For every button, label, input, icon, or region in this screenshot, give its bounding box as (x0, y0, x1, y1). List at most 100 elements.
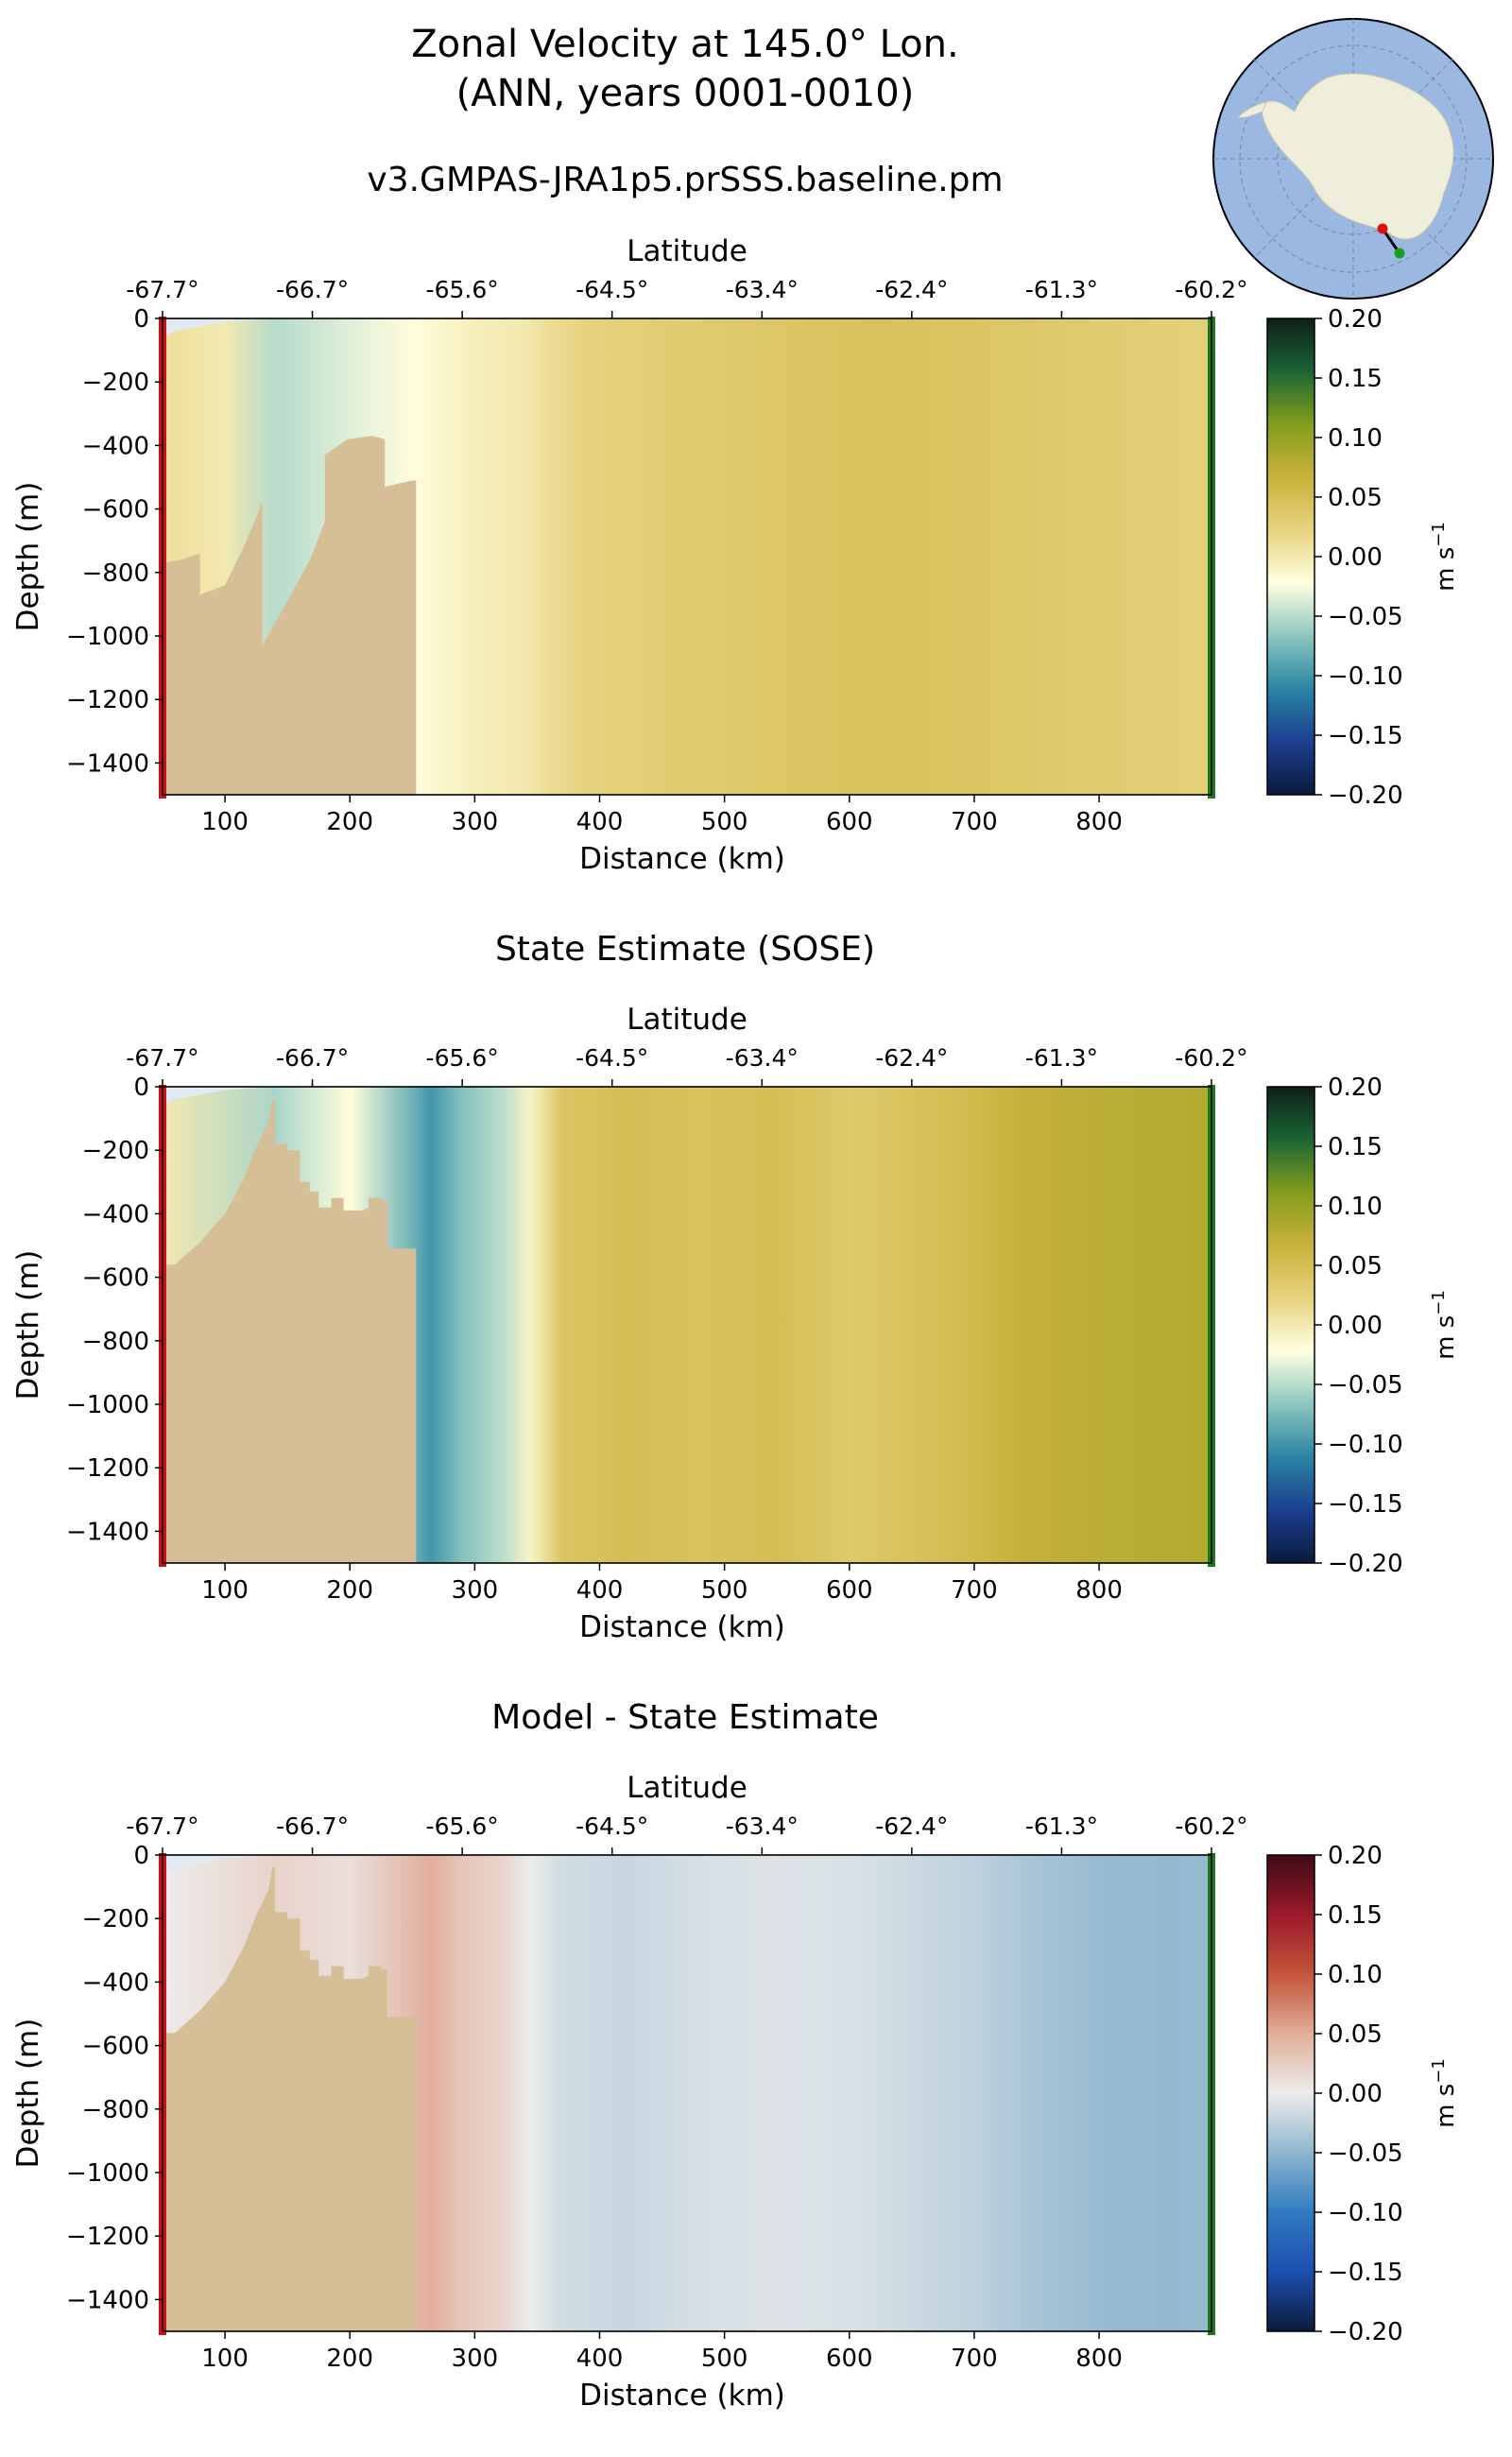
depth-tick-label: −400 (82, 1200, 149, 1228)
depth-axis-label: Depth (m) (11, 2019, 45, 2169)
colorbar-label-exponent: −1 (1429, 1290, 1449, 1315)
colorbar (1266, 1854, 1315, 2332)
latitude-tick-label: -67.7° (126, 1813, 198, 1840)
depth-tick-label: −400 (82, 1968, 149, 1997)
distance-tick-label: 800 (1075, 808, 1123, 836)
latitude-axis-label: Latitude (627, 234, 747, 268)
colorbar-tick-label: 0.05 (1328, 2020, 1383, 2049)
depth-tick-label: −800 (82, 2096, 149, 2124)
latitude-tick-label: -65.6° (426, 276, 499, 303)
latitude-tick-label: -60.2° (1175, 1813, 1247, 1840)
depth-tick-label: −1200 (66, 2223, 149, 2251)
depth-tick-label: −1400 (66, 749, 149, 778)
inset-map-section-start-dot (1377, 223, 1388, 234)
colorbar-tick-label: 0.00 (1328, 543, 1383, 572)
depth-axis-label: Depth (m) (11, 1250, 45, 1400)
panel-title: State Estimate (SOSE) (495, 930, 875, 969)
depth-tick-label: −1000 (66, 623, 149, 651)
colorbar-tick-label: 0.15 (1328, 365, 1383, 393)
depth-tick-label: −800 (82, 1328, 149, 1356)
latitude-tick-label: -63.4° (726, 1044, 799, 1072)
colorbar-tick-label: 0.20 (1328, 305, 1383, 334)
colorbar-tick-label: 0.20 (1328, 1842, 1383, 1870)
colorbar-tick-label: −0.15 (1328, 722, 1403, 750)
latitude-axis-label: Latitude (627, 1771, 747, 1805)
depth-axis-label: Depth (m) (11, 482, 45, 632)
latitude-tick-label: -62.4° (875, 276, 948, 303)
colorbar-tick-label: 0.00 (1328, 2080, 1383, 2108)
seafloor-land (163, 436, 417, 795)
latitude-tick-label: -66.7° (276, 276, 349, 303)
panel-1: v3.GMPAS-JRA1p5.prSSS.baseline.pm Latitud… (11, 161, 1460, 876)
latitude-tick-label: -61.3° (1025, 1044, 1098, 1072)
latitude-tick-label: -67.7° (126, 1044, 198, 1072)
depth-tick-label: −200 (82, 1905, 149, 1933)
colorbar-label: m s−1 (1429, 1290, 1460, 1360)
panel-2: State Estimate (SOSE) Latitude -67.7° -66.7… (11, 930, 1460, 1644)
depth-tick-label: −800 (82, 559, 149, 588)
colorbar-label: m s−1 (1429, 522, 1460, 592)
distance-tick-label: 400 (576, 2345, 624, 2373)
distance-tick-label: 200 (326, 808, 373, 836)
depth-tick-label: −600 (82, 2033, 149, 2061)
depth-tick-label: −600 (82, 1264, 149, 1293)
colorbar-label-units: m s (1432, 547, 1460, 592)
latitude-tick-label: -61.3° (1025, 1813, 1098, 1840)
colorbar-tick-label: 0.05 (1328, 1252, 1383, 1280)
colorbar-tick-label: −0.15 (1328, 2259, 1403, 2287)
colorbar-tick-label: 0.20 (1328, 1074, 1383, 1102)
distance-tick-label: 100 (201, 1576, 249, 1605)
seafloor-land (163, 1099, 417, 1563)
depth-tick-label: 0 (133, 1074, 149, 1102)
depth-tick-label: −400 (82, 432, 149, 460)
colorbar-tick-label: 0.15 (1328, 1901, 1383, 1930)
colorbar (1266, 318, 1315, 796)
latitude-tick-label: -66.7° (276, 1813, 349, 1840)
colorbar-tick-label: −0.05 (1328, 603, 1403, 631)
distance-axis-label: Distance (km) (579, 2379, 785, 2413)
colorbar-tick-label: −0.20 (1328, 782, 1403, 810)
distance-axis-label: Distance (km) (579, 842, 785, 876)
colorbar-tick-label: 0.10 (1328, 424, 1383, 453)
latitude-tick-label: -62.4° (875, 1044, 948, 1072)
colorbar (1266, 1086, 1315, 1564)
distance-tick-label: 600 (826, 1576, 873, 1605)
colorbar-tick-label: −0.15 (1328, 1490, 1403, 1519)
depth-tick-label: −200 (82, 1137, 149, 1165)
distance-tick-label: 500 (701, 2345, 748, 2373)
plot-frame (162, 1086, 1212, 1564)
plot-frame (162, 1854, 1212, 2332)
depth-tick-label: −1000 (66, 1391, 149, 1419)
inset-map-section-end-dot (1394, 248, 1405, 259)
depth-tick-label: −1200 (66, 1454, 149, 1483)
latitude-tick-label: -65.6° (426, 1044, 499, 1072)
distance-tick-label: 100 (201, 2345, 249, 2373)
distance-tick-label: 800 (1075, 1576, 1123, 1605)
distance-tick-label: 300 (452, 1576, 499, 1605)
figure-title-line2: (ANN, years 0001-0010) (456, 72, 915, 115)
colorbar-tick-label: 0.10 (1328, 1961, 1383, 1989)
distance-tick-label: 700 (951, 808, 998, 836)
latitude-axis-label: Latitude (627, 1003, 747, 1037)
distance-tick-label: 600 (826, 808, 873, 836)
latitude-tick-label: -67.7° (126, 276, 198, 303)
depth-tick-label: −200 (82, 369, 149, 397)
distance-tick-label: 200 (326, 1576, 373, 1605)
plot-frame (162, 318, 1212, 796)
panel-3: Model - State Estimate Latitude -67.7° -66.… (11, 1698, 1460, 2413)
distance-tick-label: 200 (326, 2345, 373, 2373)
latitude-tick-label: -62.4° (875, 1813, 948, 1840)
latitude-tick-label: -65.6° (426, 1813, 499, 1840)
distance-tick-label: 400 (576, 1576, 624, 1605)
inset-map-peninsula (1237, 101, 1267, 118)
depth-tick-label: −1400 (66, 1518, 149, 1546)
colorbar-tick-label: −0.10 (1328, 2199, 1403, 2227)
latitude-tick-label: -63.4° (726, 276, 799, 303)
figure-title-line1: Zonal Velocity at 145.0° Lon. (411, 23, 958, 66)
latitude-tick-label: -64.5° (576, 1813, 648, 1840)
colorbar-tick-label: −0.10 (1328, 662, 1403, 691)
latitude-tick-label: -61.3° (1025, 276, 1098, 303)
panel-title: Model - State Estimate (491, 1698, 879, 1737)
latitude-tick-label: -60.2° (1175, 276, 1247, 303)
